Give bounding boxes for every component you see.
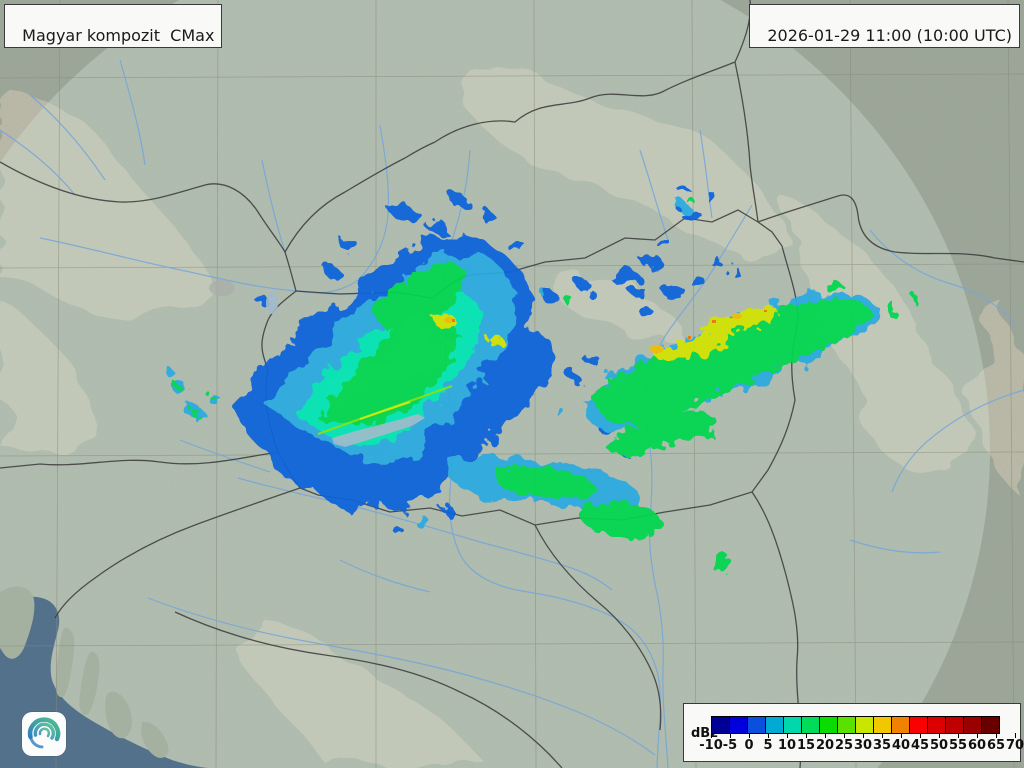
legend-cell <box>873 716 892 734</box>
legend-cell <box>855 716 874 734</box>
legend-tick-label: 60 <box>967 738 987 753</box>
lake-neusiedl <box>266 292 278 314</box>
echo-green-layer <box>174 197 919 575</box>
product-title: Magyar kompozit CMax <box>22 26 215 45</box>
legend-tick-label: 5 <box>763 738 773 753</box>
timestamp: 2026-01-29 11:00 (10:00 UTC) <box>767 26 1012 45</box>
legend-cell <box>909 716 928 734</box>
legend-tick <box>882 733 883 738</box>
legend-tick <box>996 733 997 738</box>
legend-tick <box>901 733 902 738</box>
legend-tick <box>749 733 750 738</box>
legend-color-scale <box>711 716 1000 734</box>
legend-tick <box>977 733 978 738</box>
dbz-legend: dBz -10 -5 0 5 10 15 20 25 30 35 40 45 50 55 60 65 70 <box>683 703 1024 762</box>
legend-tick <box>939 733 940 738</box>
legend-cell <box>729 716 748 734</box>
legend-tick-label: -10 <box>699 738 723 753</box>
legend-tick-label: 10 <box>777 738 797 753</box>
legend-tick-label: 35 <box>872 738 892 753</box>
legend-tick-label: 70 <box>1005 738 1024 753</box>
legend-cell <box>819 716 838 734</box>
legend-cell <box>891 716 910 734</box>
hungaromet-logo <box>22 712 66 756</box>
legend-tick <box>1015 733 1016 738</box>
radar-echoes-layer <box>165 186 919 575</box>
legend-tick <box>768 733 769 738</box>
legend-tick <box>920 733 921 738</box>
legend-tick <box>958 733 959 738</box>
legend-tick-label: 30 <box>853 738 873 753</box>
legend-tick-label: 40 <box>891 738 911 753</box>
echo-orange-layer <box>452 310 767 339</box>
legend-tick <box>844 733 845 738</box>
legend-cell <box>981 716 1000 734</box>
legend-cell <box>765 716 784 734</box>
timestamp-box: 2026-01-29 11:00 (10:00 UTC) <box>749 4 1020 48</box>
echo-gold-layer <box>444 313 742 353</box>
lake-balaton <box>332 414 425 447</box>
legend-tick <box>863 733 864 738</box>
legend-cell <box>963 716 982 734</box>
legend-tick-label: 45 <box>910 738 930 753</box>
legend-tick-label: 25 <box>834 738 854 753</box>
legend-tick-label: -5 <box>722 738 738 753</box>
legend-tick <box>806 733 807 738</box>
legend-tick-label: 20 <box>815 738 835 753</box>
logo-spiral-icon <box>27 717 61 749</box>
legend-tick-label: 0 <box>744 738 754 753</box>
legend-cell <box>945 716 964 734</box>
legend-tick-label: 55 <box>948 738 968 753</box>
legend-tick <box>825 733 826 738</box>
legend-tick-label: 50 <box>929 738 949 753</box>
legend-cell <box>927 716 946 734</box>
legend-tick <box>787 733 788 738</box>
legend-cell <box>747 716 766 734</box>
legend-cell <box>837 716 856 734</box>
legend-tick-label: 15 <box>796 738 816 753</box>
lakes-layer <box>209 280 425 447</box>
city-vienna <box>209 280 235 296</box>
river-sava <box>147 597 656 756</box>
legend-cell <box>801 716 820 734</box>
echo-spike <box>317 385 453 435</box>
border-hungary <box>261 209 799 526</box>
product-title-box: Magyar kompozit CMax <box>4 4 223 48</box>
legend-cell <box>711 716 730 734</box>
legend-tick <box>730 733 731 738</box>
legend-tick <box>711 733 712 738</box>
legend-ticks: -10 -5 0 5 10 15 20 25 30 35 40 45 50 55 60 65 70 <box>699 733 1024 757</box>
legend-cell <box>783 716 802 734</box>
river-drava <box>237 477 613 591</box>
legend-tick-label: 65 <box>986 738 1006 753</box>
